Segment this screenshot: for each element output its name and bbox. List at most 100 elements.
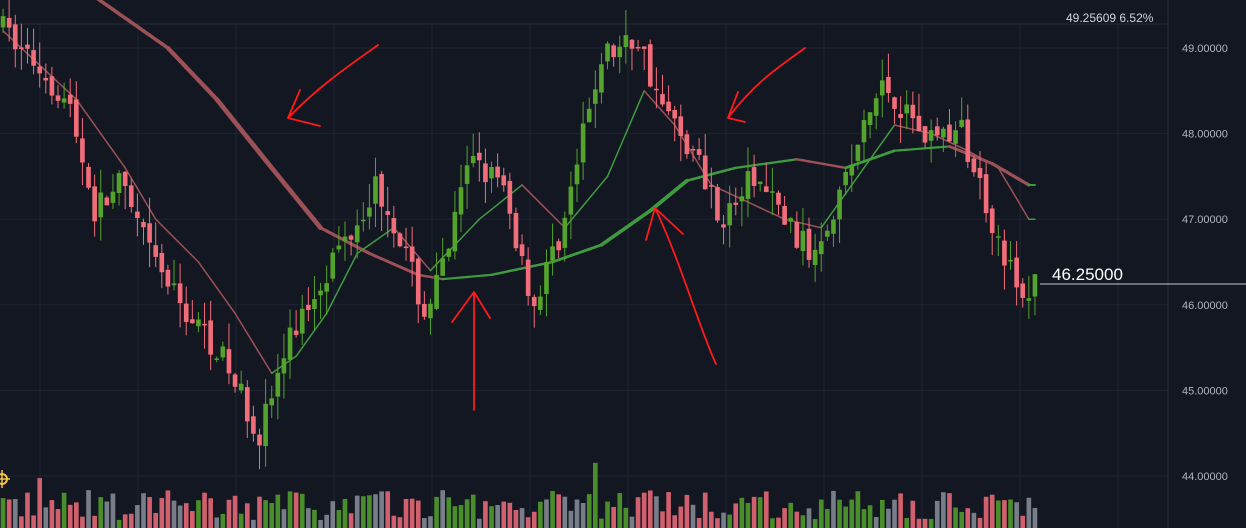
candle-body xyxy=(904,104,910,114)
candle-body xyxy=(183,303,189,322)
volume-bar xyxy=(763,491,769,528)
candle-body xyxy=(782,206,787,225)
moving-average-segment xyxy=(228,304,236,315)
volume-bar xyxy=(690,504,696,528)
candle-body xyxy=(568,186,574,215)
moving-average-segment xyxy=(246,332,255,345)
volume-bar xyxy=(647,490,653,528)
volume-bar xyxy=(812,519,818,528)
candle-body xyxy=(379,173,384,207)
volume-bar xyxy=(43,507,49,528)
candle-body xyxy=(470,155,476,164)
moving-average-segment xyxy=(301,338,310,349)
moving-average-segment xyxy=(112,149,120,161)
sun-icon[interactable] xyxy=(0,470,10,488)
volume-bar xyxy=(55,509,61,528)
moving-average-segment xyxy=(312,217,323,231)
volume-bar xyxy=(531,511,537,528)
volume-bar xyxy=(183,503,189,528)
grid-lines xyxy=(0,24,1168,528)
candle-body xyxy=(849,164,855,176)
moving-average-segment xyxy=(678,178,689,188)
moving-average-segment xyxy=(539,202,548,211)
candle-body xyxy=(867,112,873,125)
candle-body xyxy=(623,35,629,48)
volume-bar xyxy=(238,513,244,528)
moving-average-segment xyxy=(588,190,597,200)
volume-bar xyxy=(501,501,507,528)
candle-body xyxy=(1002,240,1007,266)
moving-average-segment xyxy=(1009,187,1018,200)
moving-average-segment xyxy=(118,158,126,169)
volume-bar xyxy=(208,498,213,528)
volume-bar xyxy=(794,511,800,528)
candle-body xyxy=(122,171,128,187)
volume-bar xyxy=(800,515,806,528)
moving-average-segment xyxy=(844,184,853,195)
candle-body xyxy=(928,130,934,141)
candle-body xyxy=(31,50,36,66)
moving-average-segment xyxy=(240,322,249,335)
volume-bar xyxy=(892,499,897,528)
moving-average-segment xyxy=(216,286,224,297)
candle-body xyxy=(80,138,85,163)
volume-bar xyxy=(281,509,287,528)
moving-average-segment xyxy=(270,368,279,375)
volume-bar xyxy=(855,491,861,528)
volume-bar xyxy=(953,507,958,528)
moving-average-segment xyxy=(515,184,523,191)
moving-average-segment xyxy=(527,190,536,198)
candle-body xyxy=(159,252,165,273)
moving-average-segment xyxy=(81,107,90,118)
candle-body xyxy=(25,44,30,49)
volume-bar xyxy=(586,494,592,528)
candle-body xyxy=(910,104,916,119)
volume-bar xyxy=(428,516,433,528)
candle-body xyxy=(318,290,323,296)
candle-body xyxy=(324,283,329,292)
candle-body xyxy=(654,88,659,91)
moving-average-segment xyxy=(857,167,865,178)
moving-average-segment xyxy=(948,141,957,146)
candle-body xyxy=(922,126,928,143)
moving-average-segment xyxy=(38,64,47,72)
candle-body xyxy=(196,319,201,327)
moving-average-segment xyxy=(1015,197,1024,210)
candle-body xyxy=(684,134,690,155)
volume-bar xyxy=(1026,497,1032,528)
moving-average-segment xyxy=(973,153,981,159)
moving-average-segment xyxy=(521,184,529,192)
volume-bar xyxy=(385,491,391,528)
moving-average-segment xyxy=(576,204,584,214)
annotation-arrow xyxy=(645,207,717,365)
candle-body xyxy=(238,383,244,391)
candle-body xyxy=(647,44,653,87)
volume-bar xyxy=(67,504,73,528)
candle-body xyxy=(360,219,366,222)
volume-bar xyxy=(415,500,421,528)
volume-bar xyxy=(947,493,952,528)
volume-bar xyxy=(745,502,751,528)
moving-average-segment xyxy=(814,225,822,229)
candle-body xyxy=(49,76,55,96)
volume-bar xyxy=(1032,507,1038,528)
moving-average-segment xyxy=(295,346,303,357)
moving-average-segment xyxy=(893,124,902,128)
moving-average-segment xyxy=(173,236,181,245)
moving-average-lines xyxy=(2,0,1036,375)
volume-bar xyxy=(568,510,574,528)
volume-bar xyxy=(74,502,79,528)
moving-average-segment xyxy=(490,203,499,211)
moving-average-segment xyxy=(899,125,908,129)
candle-body xyxy=(861,120,867,143)
annotation-arrow xyxy=(451,291,491,411)
candle-body xyxy=(116,173,122,193)
candle-body xyxy=(422,303,427,317)
annotation-arrows xyxy=(287,44,806,411)
volume-bar xyxy=(898,493,903,528)
volume-bar xyxy=(257,496,262,528)
candle-body xyxy=(104,197,110,206)
moving-average-segment xyxy=(368,239,377,246)
